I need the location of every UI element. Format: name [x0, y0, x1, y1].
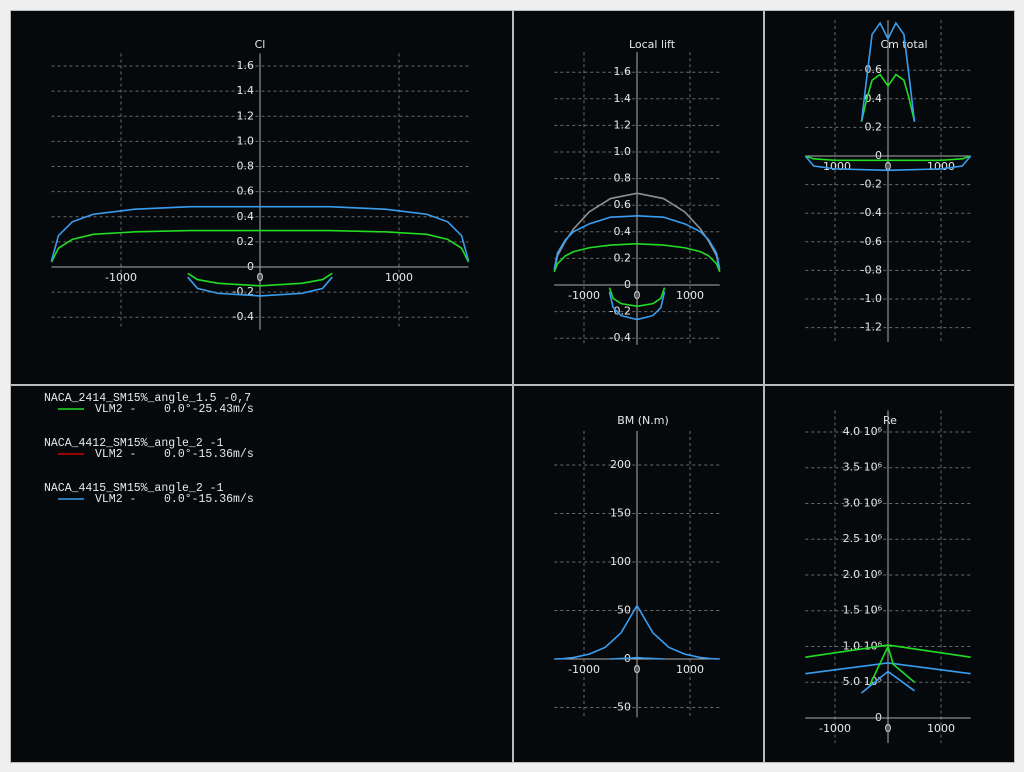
series-line — [553, 215, 721, 270]
x-tick-label: 1000 — [927, 160, 955, 173]
y-tick-label: -0.6 — [861, 235, 882, 248]
series-line — [553, 242, 721, 272]
y-tick-label: 200 — [610, 458, 631, 471]
chart-title: BM (N.m) — [617, 414, 669, 427]
series-line — [860, 21, 916, 122]
y-tick-label: 0.8 — [237, 160, 255, 173]
series-line — [608, 291, 666, 321]
y-tick-label: 1.0 10⁶ — [843, 639, 883, 652]
y-tick-label: 0.2 — [865, 120, 883, 133]
chart-title: Cl — [255, 38, 266, 51]
series-line — [187, 276, 333, 297]
y-tick-label: -0.2 — [233, 285, 254, 298]
y-tick-label: 1.5 10⁶ — [843, 604, 883, 617]
x-tick-label: 1000 — [676, 289, 704, 302]
series-line — [804, 155, 972, 172]
y-tick-label: 1.6 — [614, 65, 632, 78]
y-tick-label: -1.2 — [861, 321, 882, 334]
series-line — [860, 73, 916, 122]
series-line — [868, 644, 916, 687]
panel — [10, 10, 513, 385]
y-tick-label: 1.4 — [237, 84, 255, 97]
y-tick-label: 3.5 10⁶ — [843, 461, 883, 474]
y-tick-label: 4.0 10⁶ — [843, 425, 883, 438]
x-tick-label: 1000 — [385, 271, 413, 284]
chart-title: Local lift — [629, 38, 676, 51]
series-line — [50, 229, 470, 263]
y-tick-label: 150 — [610, 506, 631, 519]
panel — [764, 10, 1015, 385]
y-tick-label: 100 — [610, 555, 631, 568]
x-tick-label: 1000 — [927, 722, 955, 735]
series-line — [608, 287, 666, 308]
y-tick-label: -1.0 — [861, 292, 882, 305]
series-line — [554, 604, 720, 660]
y-tick-label: 1.6 — [237, 59, 255, 72]
panel — [10, 385, 513, 763]
legend-wing: NACA_2414_SM15%_angle_1.5 -0,7 — [44, 392, 251, 405]
panels — [10, 10, 1015, 763]
y-tick-label: -0.4 — [610, 331, 631, 344]
y-tick-label: 1.2 — [237, 109, 255, 122]
panel — [513, 385, 764, 763]
x-tick-label: -1000 — [568, 663, 600, 676]
y-tick-label: 0.8 — [614, 172, 632, 185]
y-tick-label: 0.2 — [237, 235, 255, 248]
y-tick-label: 0.4 — [237, 210, 255, 223]
legend-polar: VLM2 - 0.0°-15.36m/s — [95, 448, 254, 461]
y-tick-label: 3.0 10⁶ — [843, 496, 883, 509]
y-tick-label: 1.0 — [614, 145, 632, 158]
y-tick-label: 0.6 — [237, 185, 255, 198]
legend-polar: VLM2 - 0.0°-15.36m/s — [95, 493, 254, 506]
y-tick-label: -0.2 — [861, 178, 882, 191]
x-tick-label: -1000 — [819, 722, 851, 735]
series-line — [860, 670, 915, 694]
y-tick-label: 0.6 — [614, 198, 632, 211]
y-tick-label: 0.2 — [614, 251, 632, 264]
series-line — [50, 205, 470, 261]
chart-title: Cm total — [880, 38, 927, 51]
y-tick-label: -0.2 — [610, 305, 631, 318]
y-tick-label: 2.0 10⁶ — [843, 568, 883, 581]
series-line — [805, 662, 971, 675]
chart-title: Re — [883, 414, 897, 427]
panel — [764, 385, 1015, 763]
x-tick-label: -1000 — [568, 289, 600, 302]
y-tick-label: 0.4 — [865, 92, 883, 105]
y-tick-label: -0.8 — [861, 263, 882, 276]
legend-polar: VLM2 - 0.0°-25.43m/s — [95, 403, 254, 416]
series-line — [805, 155, 971, 162]
series-line — [610, 656, 664, 660]
y-tick-label: 0.4 — [614, 225, 632, 238]
y-tick-label: 50 — [617, 603, 631, 616]
legend-wing: NACA_4412_SM15%_angle_2 -1 — [44, 437, 224, 450]
y-tick-label: -0.4 — [233, 310, 254, 323]
x-tick-label: -1000 — [105, 271, 137, 284]
x-tick-label: -1000 — [819, 160, 851, 173]
y-tick-label: 1.4 — [614, 92, 632, 105]
y-tick-label: 1.0 — [237, 134, 255, 147]
y-tick-label: -50 — [613, 700, 631, 713]
y-tick-label: -0.4 — [861, 206, 882, 219]
y-tick-label: 1.2 — [614, 118, 632, 131]
legend-wing: NACA_4415_SM15%_angle_2 -1 — [44, 482, 224, 495]
panel — [513, 10, 764, 385]
x-tick-label: 1000 — [676, 663, 704, 676]
series-line — [187, 272, 333, 287]
y-tick-label: 2.5 10⁶ — [843, 532, 883, 545]
